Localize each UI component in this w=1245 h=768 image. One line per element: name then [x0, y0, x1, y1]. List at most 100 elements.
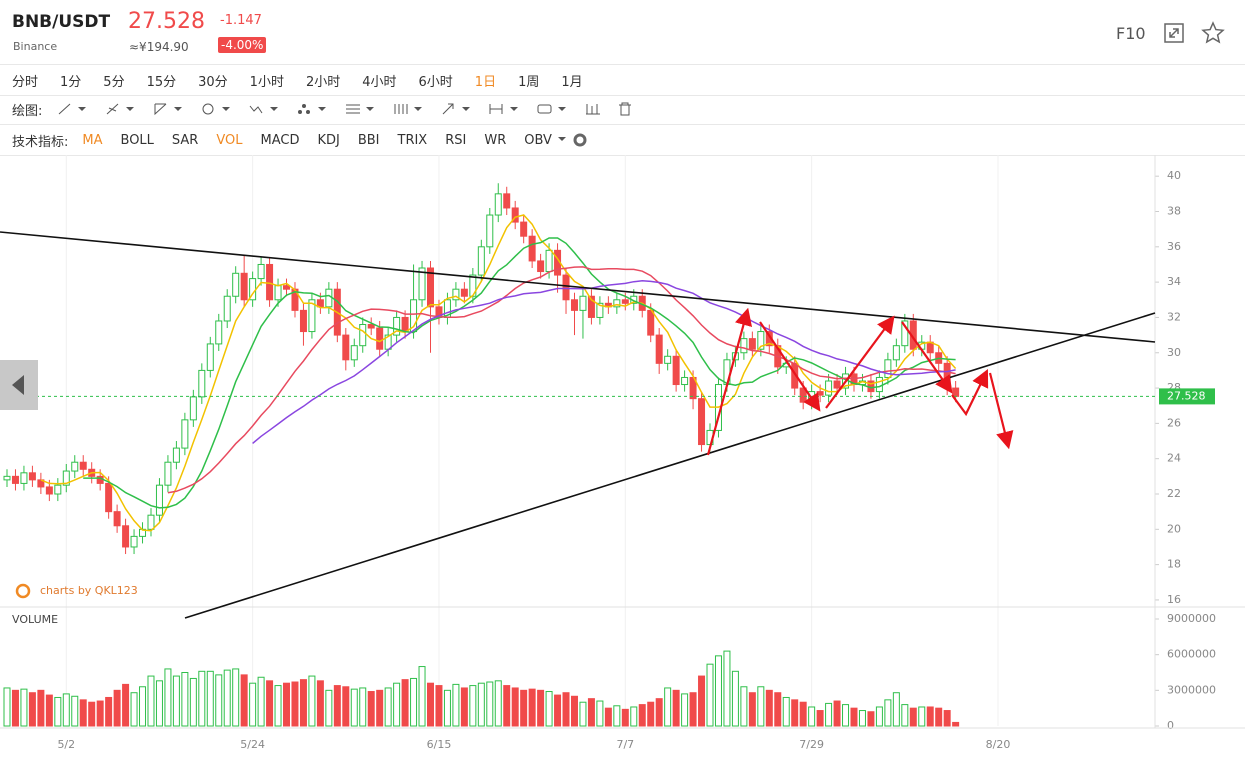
timeframe-button[interactable]: 6小时: [418, 74, 453, 90]
candle-body: [884, 359, 892, 378]
pattern-tool[interactable]: [296, 102, 330, 116]
volume-tick-label: 3000000: [1167, 683, 1216, 696]
candle-body: [54, 484, 62, 495]
timeframe-button[interactable]: 1分: [60, 74, 82, 90]
line-tool[interactable]: [56, 102, 90, 116]
arrow-tool[interactable]: [440, 102, 474, 116]
f10-button[interactable]: F10: [1116, 24, 1146, 43]
volume-bar: [96, 700, 104, 727]
candle-body: [562, 274, 570, 301]
volume-bar: [647, 701, 655, 727]
favorite-button[interactable]: [1201, 21, 1225, 45]
indicator-button[interactable]: MA: [82, 132, 103, 148]
change: -1.147: [220, 13, 262, 28]
volume-bar: [655, 698, 663, 727]
candle-body: [875, 376, 883, 393]
indicator-button[interactable]: RSI: [445, 132, 467, 148]
indicator-button[interactable]: KDJ: [317, 132, 340, 148]
wave-tool[interactable]: [248, 102, 282, 116]
candle-body: [325, 288, 333, 308]
collapse-icon[interactable]: [12, 375, 24, 395]
indicator-button[interactable]: MACD: [260, 132, 300, 148]
fullscreen-button[interactable]: [1163, 22, 1185, 44]
x-tick-label: 8/20: [986, 738, 1011, 751]
collapse-button[interactable]: [0, 360, 38, 410]
ray-tool[interactable]: [104, 102, 138, 116]
volume-bar: [638, 704, 646, 727]
timeframe-button[interactable]: 4小时: [362, 74, 397, 90]
indicator-button[interactable]: BBI: [357, 132, 380, 148]
candle-body: [11, 475, 19, 484]
volume-bar: [325, 689, 333, 727]
candle-body: [613, 299, 621, 308]
drawing-label: 绘图:: [12, 103, 43, 119]
text-tool[interactable]: [536, 102, 570, 116]
drawing-bar: 绘图:: [12, 97, 648, 121]
volume-bar: [613, 705, 621, 727]
volume-bar: [172, 675, 180, 727]
delete-tool[interactable]: [616, 102, 634, 116]
arrow: [901, 321, 953, 394]
y-tick-label: 20: [1167, 522, 1181, 535]
timeframe-button[interactable]: 1月: [561, 74, 583, 90]
volume-bar: [316, 680, 324, 727]
timeframe-button[interactable]: 分时: [12, 74, 39, 90]
indicator-button[interactable]: SAR: [171, 132, 199, 148]
indicator-button[interactable]: TRIX: [397, 132, 428, 148]
divider: [0, 155, 1245, 156]
candle-body: [240, 272, 248, 301]
volume-bar: [714, 655, 722, 727]
volume-bar: [537, 689, 545, 727]
volume-bar: [765, 689, 773, 727]
indicator-button[interactable]: OBV: [524, 132, 552, 148]
range-tool[interactable]: [488, 102, 522, 116]
candle-body: [901, 320, 909, 347]
channel-tool[interactable]: [152, 102, 186, 116]
volume-bar: [621, 708, 629, 727]
volume-bar: [71, 695, 79, 727]
indicator-button[interactable]: BOLL: [120, 132, 154, 148]
volume-bar: [376, 689, 384, 727]
x-tick-label: 6/15: [427, 738, 452, 751]
volume-bar: [291, 681, 299, 727]
volume-bar: [181, 672, 189, 727]
volume-bar: [520, 689, 528, 727]
candle-body: [672, 355, 680, 386]
volume-bar: [858, 710, 866, 727]
gann-tool[interactable]: [392, 102, 426, 116]
timeframe-button[interactable]: 1周: [518, 74, 540, 90]
moving-average-line: [40, 214, 957, 532]
candle-body: [164, 461, 172, 486]
candle-body: [189, 396, 197, 421]
volume-bar: [393, 682, 401, 727]
shape-tool[interactable]: [200, 102, 234, 116]
volume-bar: [189, 677, 197, 727]
candle-body: [105, 482, 113, 513]
volume-bar: [901, 704, 909, 727]
timeframe-button[interactable]: 1小时: [249, 74, 284, 90]
indicator-button[interactable]: WR: [484, 132, 507, 148]
dropdown-and-settings[interactable]: [557, 130, 588, 150]
volume-tick-label: 6000000: [1167, 648, 1216, 661]
indicator-button[interactable]: VOL: [216, 132, 243, 148]
change-percent: -4.00%: [218, 37, 267, 53]
candle-body: [155, 484, 163, 516]
candle-body: [833, 380, 841, 389]
volume-bar: [545, 691, 553, 727]
volume-bar: [808, 706, 816, 727]
timeframe-button[interactable]: 30分: [198, 74, 228, 90]
volume-bar: [723, 650, 731, 727]
volume-bar: [528, 688, 536, 727]
timeframe-button[interactable]: 1日: [474, 74, 497, 90]
bars-tool[interactable]: [584, 102, 602, 116]
volume-bar: [782, 696, 790, 727]
fib-tool[interactable]: [344, 102, 378, 116]
y-tick-label: 24: [1167, 452, 1181, 465]
timeframe-button[interactable]: 15分: [146, 74, 177, 90]
candle-body: [520, 221, 528, 237]
timeframe-button[interactable]: 5分: [103, 74, 125, 90]
timeframe-button[interactable]: 2小时: [305, 74, 341, 90]
trendlines: [0, 231, 1156, 619]
candle-body: [511, 207, 519, 223]
